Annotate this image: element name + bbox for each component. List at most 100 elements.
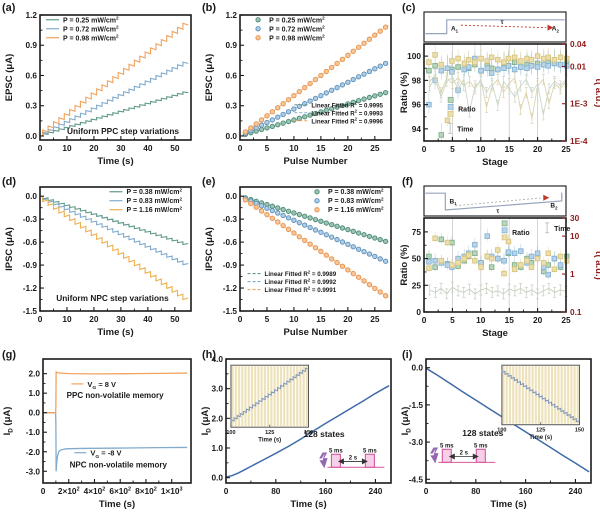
zoom-staircase (501, 369, 580, 423)
data-point (377, 28, 383, 34)
data-point (366, 282, 373, 288)
chart-a: (a) 0 10 20 30 40 50 0.0 0.3 0.6 0.9 1.2 Time (s) EPS… (2, 2, 192, 167)
x-tick-label: 160 (319, 486, 333, 496)
data-point (377, 91, 383, 97)
data-point (355, 274, 362, 280)
data-square (465, 252, 472, 259)
data-square (461, 60, 468, 67)
data-square (505, 238, 512, 245)
panel-label: (h) (202, 349, 216, 361)
data-point (296, 103, 302, 110)
x-tick-label: 1×103 (161, 486, 183, 496)
data-square (505, 249, 512, 255)
x-tick-label: 6×102 (109, 486, 131, 496)
data-point (329, 87, 335, 93)
data-square (524, 257, 530, 264)
x-tick-label: 10 (62, 314, 72, 324)
x-tick-label: 20 (89, 314, 99, 324)
data-point (345, 79, 351, 85)
zoom-inset-box (230, 364, 310, 428)
panel-h: (h) 0 80 160 240 0.0 1.0 2.0 3.0 4.0 Time (s) ID (μ… (200, 347, 400, 521)
y-tick-label: 0.3 (225, 101, 237, 111)
pulse-width-label: 5 ms (329, 448, 343, 454)
data-point (350, 244, 356, 250)
data-square (478, 67, 484, 74)
data-point (296, 211, 302, 218)
data-square (438, 257, 445, 264)
chart-e: (e) 0 5 10 15 20 25 0.0 -0.3 -0.6 -0.9 -1.2 -1.5 Puls… (202, 176, 392, 338)
data-point (334, 236, 340, 243)
legend-label: P = 0.83 mW/cm2 (126, 196, 182, 205)
chart-b: (b) 0 5 10 15 20 25 0.0 0.3 0.6 0.9 1.2 Pulse Number… (202, 2, 392, 167)
waveform-step-up (425, 19, 565, 35)
data-point (242, 129, 249, 135)
data-point (377, 63, 383, 69)
data-square (472, 241, 478, 248)
legend-ratio-swatch (447, 110, 454, 117)
data-point (275, 210, 281, 216)
pulse-rect (330, 453, 341, 468)
data-point (323, 107, 329, 114)
data-point (334, 223, 340, 229)
inset-x-tick-label: 125 (265, 430, 274, 436)
data-square (518, 248, 524, 254)
data-point (264, 119, 270, 126)
inset-x-tick-label: 150 (304, 430, 313, 436)
x-tick-label: 15 (316, 314, 326, 324)
data-square (495, 66, 501, 73)
arrowhead (472, 453, 479, 460)
chart-g: (g) 0 2×102 4×102 6×102 8×102 1×103 2.0 1.0 0.0 -1… (2, 349, 192, 510)
data-point (323, 232, 329, 238)
y-tick-label: 96 (412, 100, 422, 110)
y-tick-label: -0.6 (223, 237, 238, 247)
data-point (329, 256, 335, 262)
panel-d: (d) 0 10 20 30 40 50 0.0 -0.3 -0.6 -0.9 -1.2 -1.5 Tim… (0, 174, 200, 347)
right-tick-label: 1E-3 (570, 99, 588, 109)
data-square (505, 55, 512, 62)
y-tick-label: 2.0 (28, 369, 40, 379)
panel-label: (c) (402, 2, 416, 14)
panel-label: (i) (402, 349, 413, 361)
chart-i: (i) 0 80 160 240 0.0 -1.5 -3.0 -4.5 Time (s) ID (μ… (400, 349, 592, 510)
data-point (296, 220, 302, 226)
data-point (258, 203, 265, 209)
y-tick-label: -0.6 (23, 237, 38, 247)
x-tick-label: 0 (424, 486, 429, 496)
legend-label: P = 0.38 mW/cm2 (328, 187, 384, 196)
inset-x-tick-label: 125 (536, 428, 545, 434)
data-point (350, 99, 356, 105)
data-square (545, 54, 551, 61)
legend-swatch (255, 17, 261, 23)
data-square (465, 57, 472, 63)
data-point (382, 293, 389, 299)
data-square (488, 70, 495, 76)
y-tick-label: 100 (407, 51, 421, 61)
annotation: 128 states (304, 429, 345, 439)
data-point (312, 95, 319, 102)
data-square (484, 233, 490, 239)
panel-label: (d) (2, 176, 16, 188)
x-tick-label: 4×102 (84, 486, 106, 496)
y-tick-label: 3.0 (211, 384, 223, 394)
annotation: PPC non-volatile memory (67, 391, 164, 400)
y-tick-label: -1.2 (223, 283, 238, 293)
pulse-rect (475, 448, 486, 463)
x-tick-label: 5 (265, 143, 270, 153)
y-tick-label: 25 (412, 280, 422, 290)
legend-ratio-label: Ratio (458, 106, 476, 113)
data-point (350, 48, 356, 54)
pulse-interval-label: 2 s (460, 450, 469, 456)
data-point (339, 102, 346, 109)
inset-label-1: A1 (451, 26, 459, 34)
panel-label: (f) (402, 176, 413, 188)
legend-label: Linear Fitted R2 = 0.9991 (265, 285, 337, 294)
data-point (377, 237, 383, 243)
data-square (438, 236, 445, 243)
y-tick-label: 0.0 (25, 131, 37, 141)
y-tick-label: 4.0 (211, 354, 223, 364)
data-point (296, 115, 302, 121)
data-point (318, 92, 324, 99)
y-axis-label: ID (μA) (400, 407, 413, 436)
data-point (377, 289, 383, 295)
